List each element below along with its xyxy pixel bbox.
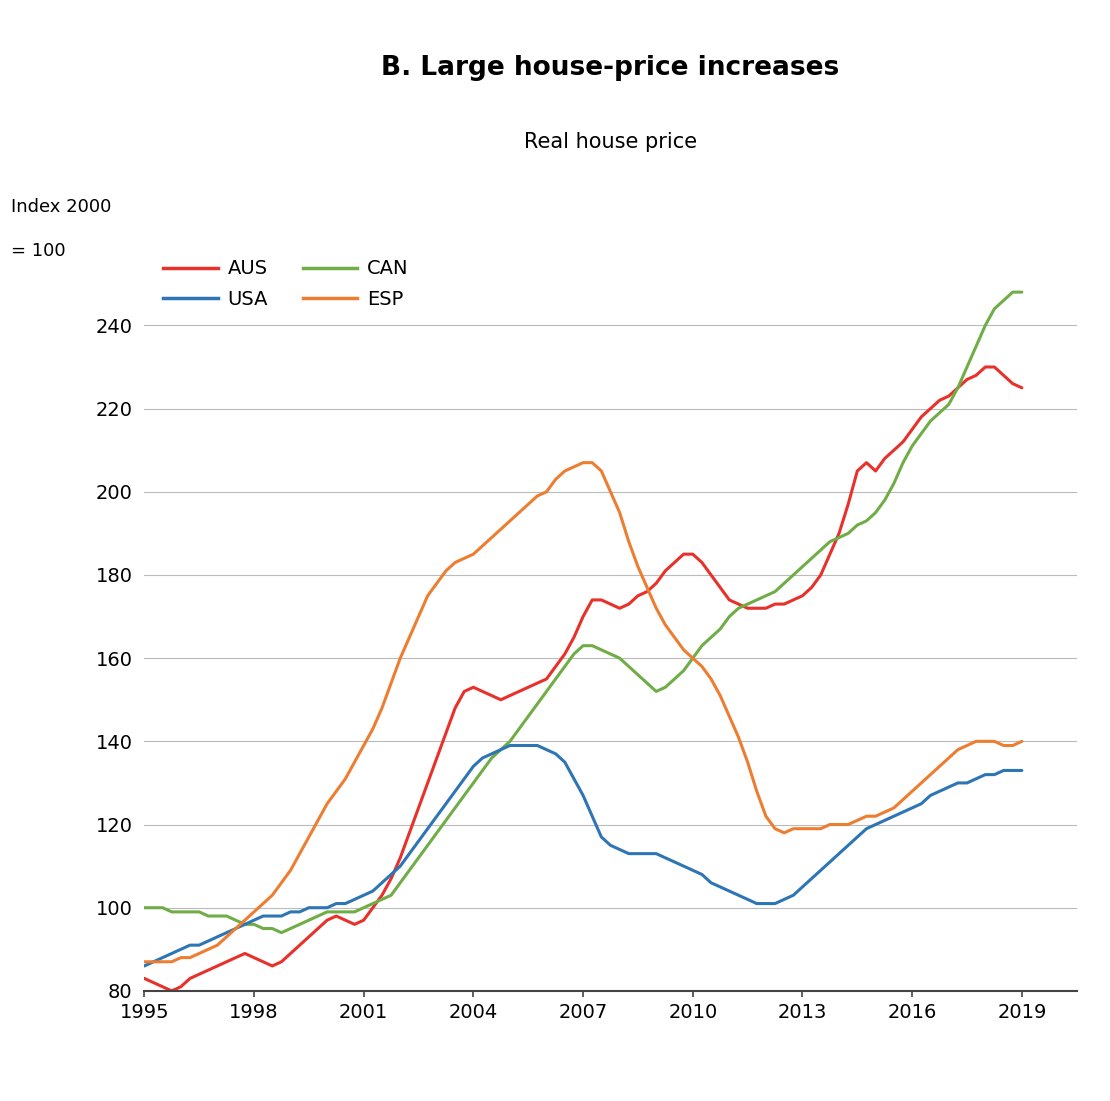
- Text: Index 2000: Index 2000: [11, 198, 111, 216]
- Text: Real house price: Real house price: [524, 132, 697, 152]
- Text: = 100: = 100: [11, 242, 65, 260]
- Text: B. Large house-price increases: B. Large house-price increases: [382, 55, 839, 81]
- Legend: AUS, USA, CAN, ESP: AUS, USA, CAN, ESP: [163, 260, 408, 309]
